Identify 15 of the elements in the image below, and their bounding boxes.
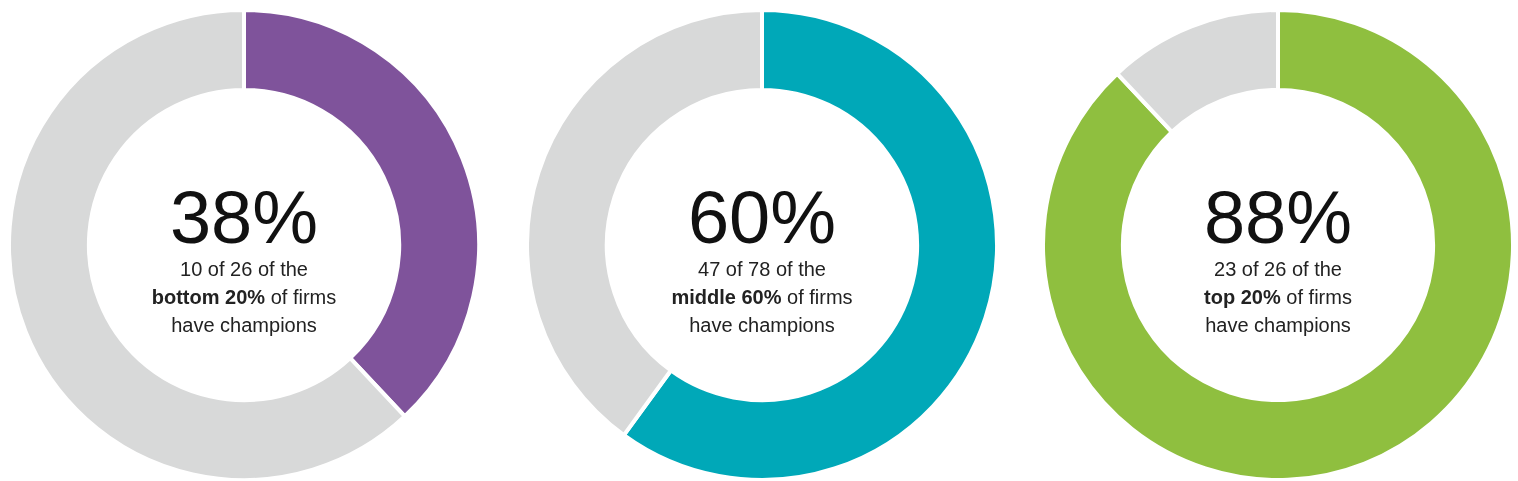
data-label: 60% — [687, 176, 837, 259]
text: have champions — [171, 313, 317, 338]
data-label: 38% — [169, 176, 319, 259]
text: have champions — [689, 313, 835, 338]
text: of firms — [269, 286, 337, 308]
text: 10 of 26 of the — [180, 257, 308, 282]
data-label: 88% — [1203, 176, 1353, 259]
text: of firms — [1285, 286, 1352, 308]
text: bottom 20% — [151, 286, 266, 308]
text: top 20% — [1204, 286, 1281, 308]
text: 23 of 26 of the — [1214, 257, 1342, 282]
text: 47 of 78 of the — [698, 257, 826, 282]
text: middle 60% — [671, 286, 782, 308]
text: have champions — [1205, 313, 1351, 338]
text: of firms — [786, 286, 853, 308]
